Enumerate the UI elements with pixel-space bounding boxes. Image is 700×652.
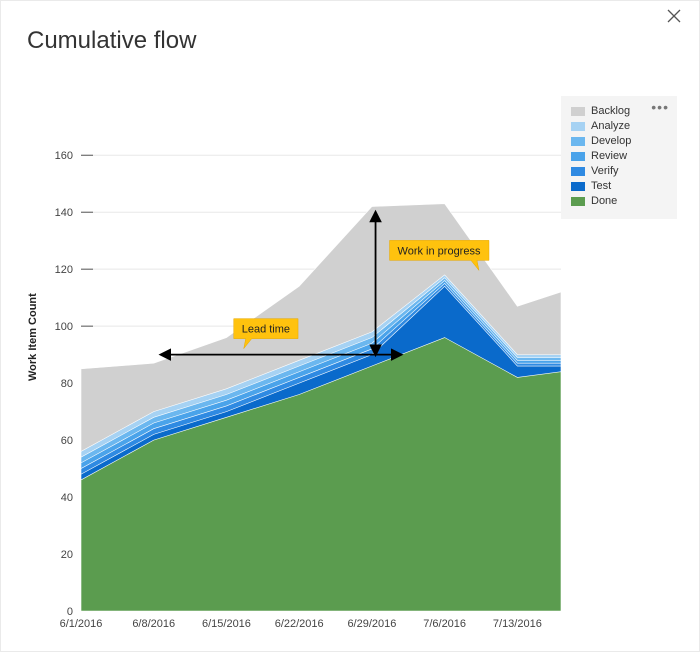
callout-label: Lead time (242, 324, 290, 336)
legend-label: Review (591, 149, 627, 164)
callout-label: Work in progress (398, 245, 481, 257)
svg-text:6/15/2016: 6/15/2016 (202, 618, 251, 630)
legend-item-analyze[interactable]: Analyze (571, 119, 663, 134)
svg-text:20: 20 (61, 549, 73, 561)
legend-label: Backlog (591, 104, 630, 119)
svg-text:120: 120 (55, 264, 73, 276)
legend-swatch (571, 152, 585, 161)
legend-swatch (571, 137, 585, 146)
svg-text:0: 0 (67, 606, 73, 618)
legend-label: Develop (591, 134, 631, 149)
svg-text:60: 60 (61, 435, 73, 447)
svg-text:6/29/2016: 6/29/2016 (347, 618, 396, 630)
svg-text:100: 100 (55, 321, 73, 333)
svg-text:6/8/2016: 6/8/2016 (132, 618, 175, 630)
more-options-icon[interactable]: ••• (651, 100, 669, 115)
svg-text:140: 140 (55, 207, 73, 219)
svg-text:40: 40 (61, 492, 73, 504)
svg-text:6/22/2016: 6/22/2016 (275, 618, 324, 630)
legend-item-done[interactable]: Done (571, 194, 663, 209)
legend-item-verify[interactable]: Verify (571, 164, 663, 179)
legend-item-test[interactable]: Test (571, 179, 663, 194)
legend-swatch (571, 182, 585, 191)
legend-swatch (571, 122, 585, 131)
legend-item-backlog[interactable]: Backlog (571, 104, 663, 119)
legend-item-review[interactable]: Review (571, 149, 663, 164)
legend: ••• BacklogAnalyzeDevelopReviewVerifyTes… (561, 96, 677, 219)
svg-text:7/6/2016: 7/6/2016 (423, 618, 466, 630)
legend-label: Verify (591, 164, 619, 179)
svg-text:6/1/2016: 6/1/2016 (60, 618, 103, 630)
legend-label: Done (591, 194, 617, 209)
legend-label: Test (591, 179, 611, 194)
legend-swatch (571, 197, 585, 206)
svg-text:160: 160 (55, 150, 73, 162)
svg-text:80: 80 (61, 378, 73, 390)
legend-swatch (571, 167, 585, 176)
svg-text:7/13/2016: 7/13/2016 (493, 618, 542, 630)
legend-label: Analyze (591, 119, 630, 134)
legend-swatch (571, 107, 585, 116)
cumulative-flow-panel: Cumulative flow Work Item Count 02040608… (0, 0, 700, 652)
legend-item-develop[interactable]: Develop (571, 134, 663, 149)
